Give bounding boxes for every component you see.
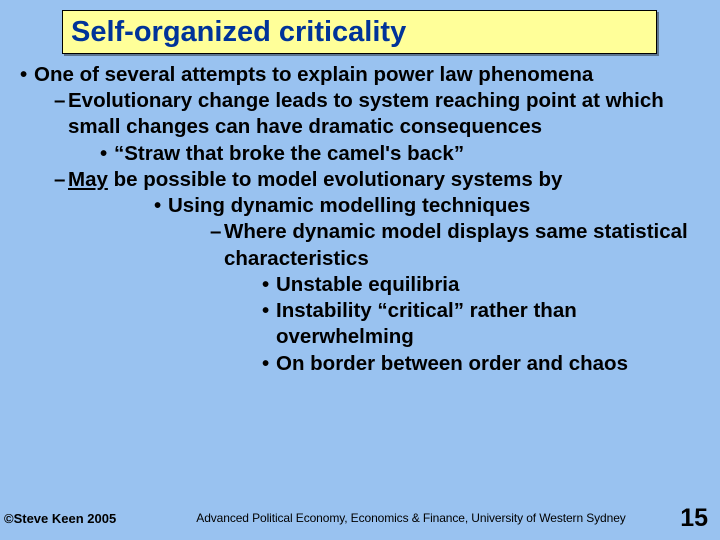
bullet-text: Where dynamic model displays same statis…	[224, 220, 688, 269]
bullet-text: Using dynamic modelling techniques	[168, 194, 530, 217]
bullet-text: Unstable equilibria	[276, 273, 459, 296]
bullet-l4: •Using dynamic modelling techniques	[168, 193, 710, 219]
bullet-l6: •Unstable equilibria	[276, 272, 710, 298]
slide-title: Self-organized criticality	[71, 16, 406, 49]
bullet-dash-icon: –	[54, 88, 68, 114]
bullet-text: Instability “critical” rather than overw…	[276, 299, 577, 348]
slide-footer: ©Steve Keen 2005 Advanced Political Econ…	[0, 506, 720, 530]
page-number: 15	[668, 504, 708, 533]
course-text: Advanced Political Economy, Economics & …	[154, 511, 668, 525]
bullet-text: One of several attempts to explain power…	[34, 63, 593, 86]
bullet-dot-icon: •	[262, 298, 276, 324]
bullet-text: be possible to model evolutionary system…	[108, 168, 563, 191]
bullet-dash-icon: –	[210, 219, 224, 245]
title-box: Self-organized criticality	[62, 10, 657, 54]
bullet-l5: –Where dynamic model displays same stati…	[224, 219, 710, 271]
bullet-text-underline: May	[68, 168, 108, 191]
bullet-dot-icon: •	[154, 193, 168, 219]
bullet-l2: –May be possible to model evolutionary s…	[68, 167, 710, 193]
bullet-l6: •Instability “critical” rather than over…	[276, 298, 710, 350]
bullet-dot-icon: •	[262, 351, 276, 377]
bullet-l2: –Evolutionary change leads to system rea…	[68, 88, 710, 140]
bullet-dash-icon: –	[54, 167, 68, 193]
copyright-text: ©Steve Keen 2005	[4, 511, 154, 526]
bullet-dot-icon: •	[100, 141, 114, 167]
bullet-text: “Straw that broke the camel's back”	[114, 142, 464, 165]
bullet-text: On border between order and chaos	[276, 352, 628, 375]
bullet-l1: •One of several attempts to explain powe…	[34, 62, 710, 88]
bullet-l6: •On border between order and chaos	[276, 351, 710, 377]
bullet-dot-icon: •	[20, 62, 34, 88]
slide-content: •One of several attempts to explain powe…	[20, 62, 710, 377]
bullet-l3: •“Straw that broke the camel's back”	[114, 141, 710, 167]
bullet-text: Evolutionary change leads to system reac…	[68, 89, 664, 138]
bullet-dot-icon: •	[262, 272, 276, 298]
